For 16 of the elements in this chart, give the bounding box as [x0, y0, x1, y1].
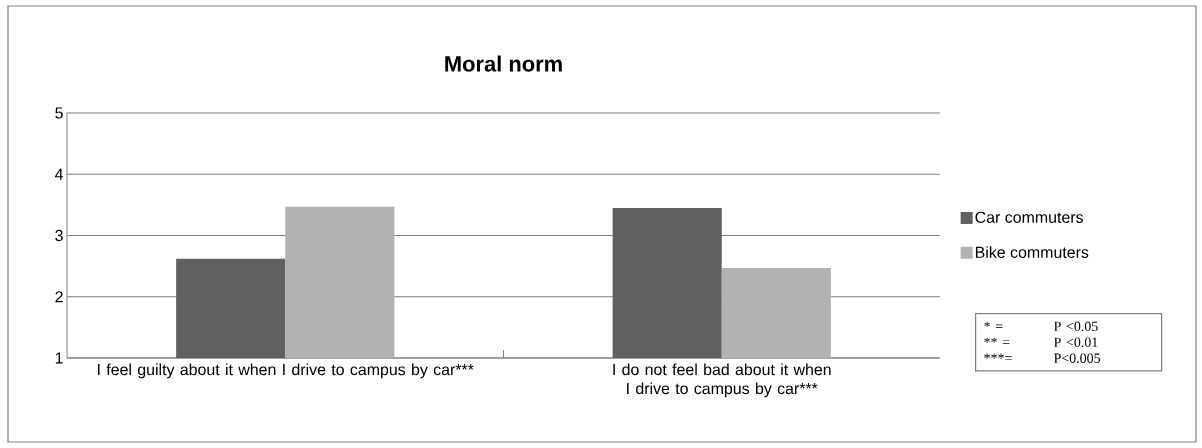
- text: P <0.01: [1054, 337, 1098, 347]
- y-tick-label: 4: [54, 168, 64, 180]
- legend-label: Car commuters: [975, 211, 1083, 223]
- text: * =: [984, 321, 1003, 328]
- text: ***=: [984, 353, 1012, 360]
- text: P<0.005: [1054, 353, 1101, 363]
- text: P <0.05: [1054, 321, 1098, 332]
- y-tick-label: 2: [55, 291, 63, 303]
- y-tick-label: 1: [55, 352, 63, 364]
- x-tick-label: I do not feel bad about it when I drive to campus by car***: [613, 363, 831, 398]
- x-tick-label: I feel guilty about it when I drive to campus by car***: [98, 363, 474, 379]
- y-tick-label: 5: [55, 107, 63, 119]
- chart-title: Moral norm: [445, 55, 562, 72]
- legend-label: Bike commuters: [975, 246, 1089, 258]
- text: ** =: [984, 337, 1010, 344]
- y-tick-label: 3: [55, 229, 63, 242]
